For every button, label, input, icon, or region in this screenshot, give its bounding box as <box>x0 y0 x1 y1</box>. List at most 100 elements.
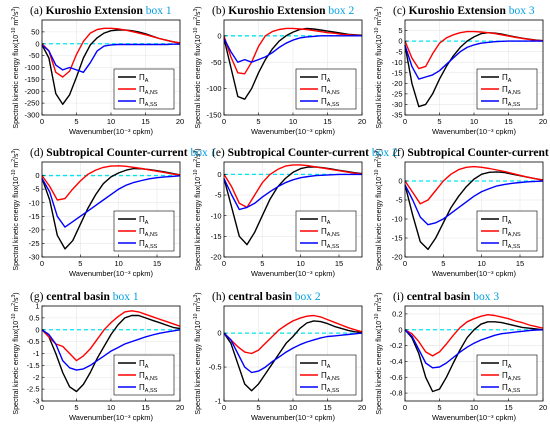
y-axis-label: Spectral kinetic energy flux(10-10 m2/s3… <box>11 6 20 128</box>
legend-entry: ΠA,SS <box>321 239 340 250</box>
x-tick-label: 0 <box>40 117 44 126</box>
x-tick-label: 10 <box>107 117 115 126</box>
legend-entry: ΠA,SS <box>502 239 521 250</box>
legend-entry: ΠA <box>139 73 149 84</box>
y-tick-label: 0.5 <box>29 313 39 322</box>
x-tick-label: 0 <box>40 259 44 268</box>
y-tick-label: 0 <box>217 170 221 179</box>
y-tick-label: -150 <box>24 75 39 84</box>
x-tick-label: 0 <box>403 403 407 412</box>
y-tick-label: -300 <box>24 111 39 120</box>
legend-entry: ΠA,SS <box>139 239 158 250</box>
y-tick-label: -25 <box>29 239 40 248</box>
x-tick-label: 10 <box>289 117 297 126</box>
y-tick-label: -0.5 <box>27 337 40 346</box>
panel-f: (f) Subtropical Counter-current box 3 0 5 1… <box>374 147 550 278</box>
x-tick-label: 15 <box>335 259 343 268</box>
x-tick-label: 20 <box>358 117 366 126</box>
y-tick-label: -10 <box>29 198 40 207</box>
axes-frame <box>41 161 181 258</box>
x-tick-label: 15 <box>323 117 331 126</box>
legend-entry: ΠA <box>139 215 149 226</box>
y-axis-label: Spectral kinetic energy flux(10-10 m2/s3… <box>193 6 202 128</box>
y-tick-label: -5 <box>396 47 403 56</box>
series-line-a <box>41 314 181 393</box>
series-line-ans <box>223 164 363 209</box>
x-axis-label: Wavenumber(10⁻³ cpkm) <box>69 127 154 136</box>
legend-entry: ΠA,SS <box>321 97 340 108</box>
series-line-ans <box>41 310 181 362</box>
y-tick-label: -0.2 <box>390 341 403 350</box>
x-tick-label: 5 <box>78 259 82 268</box>
panel-g: (g) central basin box 10 5 10 15 20-3-2.5-2-… <box>11 291 184 422</box>
legend-entry: ΠA,NS <box>321 371 340 382</box>
panel-title: (e) Subtropical Counter-current box 2 <box>212 147 398 159</box>
y-axis-label: Spectral kinetic energy flux(10-10 m2/s3… <box>374 148 383 270</box>
x-tick-label: 20 <box>176 117 184 126</box>
y-tick-label: 0 <box>217 329 221 338</box>
x-tick-label: 5 <box>256 117 260 126</box>
y-tick-label: -100 <box>24 63 39 72</box>
series-line-ans <box>404 165 544 205</box>
legend-entry: ΠA,SS <box>139 97 158 108</box>
y-tick-label: -2 <box>33 373 40 382</box>
y-tick-label: 0 <box>398 325 402 334</box>
series-line-ass <box>404 180 544 226</box>
legend-entry: ΠA <box>139 359 149 370</box>
x-axis-label: Wavenumber(10⁻³ cpkm) <box>251 413 336 422</box>
legend-entry: ΠA <box>321 73 331 84</box>
x-tick-label: 0 <box>222 117 226 126</box>
y-tick-label: -50 <box>29 51 40 60</box>
legend-entry: ΠA,NS <box>139 227 158 238</box>
x-axis-label: Wavenumber(10⁻³ cpkm) <box>432 413 517 422</box>
y-tick-label: -30 <box>29 253 40 262</box>
y-tick-label: -5 <box>215 191 222 200</box>
panel-b: (b) Kuroshio Extension box 2 0 5 10 15 20 -150… <box>193 5 366 136</box>
axes-frame <box>223 161 363 258</box>
y-tick-label: 50 <box>31 27 39 36</box>
legend-entry: ΠA,NS <box>321 85 340 96</box>
x-tick-label: 0 <box>403 117 407 126</box>
legend-entry: ΠA <box>321 215 331 226</box>
legend-entry: ΠA,NS <box>321 227 340 238</box>
series-line-ass <box>41 175 181 228</box>
y-tick-label: -200 <box>24 87 39 96</box>
x-tick-label: 15 <box>516 259 524 268</box>
x-tick-label: 15 <box>323 403 331 412</box>
x-tick-label: 15 <box>504 117 512 126</box>
series-line-ans <box>223 27 363 75</box>
y-axis-label: Spectral kinetic energy flux(10-10 m2/s3… <box>374 6 383 128</box>
series-line-ans <box>404 30 544 70</box>
y-tick-label: 0 <box>398 177 402 186</box>
x-tick-label: 20 <box>358 403 366 412</box>
series-line-ass <box>223 332 363 374</box>
x-tick-label: 5 <box>437 117 441 126</box>
x-tick-label: 15 <box>153 259 161 268</box>
y-tick-label: -10 <box>211 211 222 220</box>
panel-title: (f) Subtropical Counter-current box 3 <box>393 147 550 159</box>
x-axis-label: Wavenumber(10⁻³ cpkm) <box>251 127 336 136</box>
panel-title: (c) Kuroshio Extension box 3 <box>393 5 535 17</box>
panel-title: (h) central basin box 2 <box>212 291 321 303</box>
x-tick-label: 5 <box>437 403 441 412</box>
y-axis-label: Spectral kinetic energy flux(10-10 m2/s3… <box>193 148 202 270</box>
x-tick-label: 20 <box>176 403 184 412</box>
y-tick-label: -15 <box>29 212 40 221</box>
y-tick-label: -15 <box>392 68 403 77</box>
legend-entry: ΠA,NS <box>139 371 158 382</box>
y-tick-label: -10 <box>392 215 403 224</box>
y-tick-label: -20 <box>29 225 40 234</box>
x-tick-label: 5 <box>74 117 78 126</box>
y-tick-label: -1 <box>215 397 222 406</box>
y-axis-label: Spectral kinetic energy flux(10-10 m2/s3… <box>193 292 202 414</box>
series-line-ans <box>404 314 544 357</box>
panel-e: (e) Subtropical Counter-current box 2 0 5 1… <box>193 147 398 278</box>
y-tick-label: -3 <box>33 397 40 406</box>
legend-entry: ΠA,NS <box>502 371 521 382</box>
y-axis-label: Spectral kinetic energy flux(10-10 m2/s3… <box>374 292 383 414</box>
